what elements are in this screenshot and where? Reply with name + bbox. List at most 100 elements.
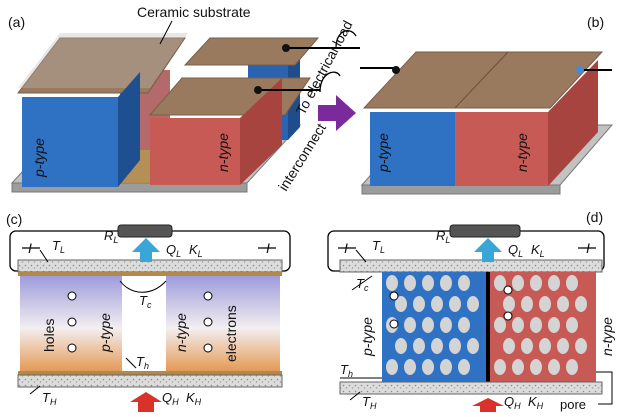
c-current-right: I <box>266 240 270 256</box>
c-holes-label: holes <box>41 319 57 352</box>
pore-ellipse <box>404 275 416 291</box>
c-electrons-label: electrons <box>223 305 239 362</box>
panel-d-tag: (d) <box>586 209 603 225</box>
pore-ellipse <box>548 275 560 291</box>
pore-ellipse <box>530 317 542 333</box>
d-bottom-ceramic <box>339 381 603 395</box>
pore-ellipse <box>566 275 578 291</box>
load-label: To electrical load <box>293 18 356 118</box>
d-tl-pointer <box>355 249 367 263</box>
pore-ellipse <box>395 296 407 312</box>
front-n-leg <box>150 118 240 185</box>
pore-ellipse <box>539 338 551 354</box>
pore-ellipse <box>503 338 515 354</box>
pore-ellipse <box>458 317 470 333</box>
c-th-bottom-pointer <box>29 385 41 395</box>
c-cold-arrow <box>132 238 160 262</box>
d-hot-arrow <box>472 398 504 412</box>
panel-c: (c) I I TL RL QL <box>6 211 291 412</box>
d-pore-pointer <box>596 371 613 405</box>
pore-ellipse <box>575 296 587 312</box>
pore-ellipse <box>422 317 434 333</box>
d-carrier-electron-markers <box>503 285 513 321</box>
pore-ellipse <box>467 296 479 312</box>
pore-ellipse <box>404 317 416 333</box>
b-p-leg <box>370 112 455 186</box>
pore-ellipse <box>413 338 425 354</box>
pore-ellipse <box>566 359 578 375</box>
d-rl-label: RL <box>436 228 450 245</box>
c-th-pointer <box>125 357 137 369</box>
pore-ellipse <box>422 359 434 375</box>
pore-ellipse <box>449 338 461 354</box>
terminal-bottom <box>254 86 262 94</box>
transition-arrow <box>318 95 356 131</box>
pore-ellipse <box>395 338 407 354</box>
b-p-type-label: p-type <box>375 133 391 173</box>
a-p-type-label: p-type <box>31 138 47 178</box>
pore-ellipse <box>422 275 434 291</box>
c-tl-label: TL <box>52 238 65 255</box>
pore-ellipse <box>575 338 587 354</box>
pore-ellipse <box>386 275 398 291</box>
c-bottom-ceramic <box>17 374 283 388</box>
c-rl-label: RL <box>104 228 118 245</box>
panel-c-tag: (c) <box>6 211 22 227</box>
d-kh-label: KH <box>528 394 544 411</box>
d-tc-label: Tc <box>356 276 369 293</box>
pore-ellipse <box>467 338 479 354</box>
pore-ellipse <box>440 317 452 333</box>
pore-ellipse <box>521 338 533 354</box>
pore-ellipse <box>449 296 461 312</box>
d-kl-label: KL <box>531 242 545 259</box>
d-th-bottom-label: TH <box>362 394 377 411</box>
front-n-leg-side <box>240 78 282 185</box>
d-carrier-hole-markers <box>389 291 399 329</box>
c-kh-label: KH <box>186 390 202 407</box>
pore-ellipse <box>557 296 569 312</box>
d-current-left: I <box>344 240 348 256</box>
terminal-top <box>282 44 290 52</box>
d-top-ceramic <box>339 259 603 273</box>
c-kl-label: KL <box>189 242 203 259</box>
d-ql-label: QL <box>508 242 523 259</box>
pore-ellipse <box>548 359 560 375</box>
pore-ellipse <box>530 275 542 291</box>
pore-ellipse <box>512 317 524 333</box>
top-plate-left <box>16 37 186 94</box>
c-tc-bracket <box>119 280 167 293</box>
pore-ellipse <box>494 317 506 333</box>
c-hot-arrow <box>130 392 162 412</box>
front-p-leg <box>22 97 118 187</box>
panel-d: (d) I I TL RL QL KL Tc Th TH QH KH <box>327 209 615 412</box>
top-plate-right <box>148 77 311 116</box>
load-curve-arrow <box>335 30 357 49</box>
pore-ellipse <box>431 338 443 354</box>
d-th-bottom-pointer <box>349 391 361 401</box>
d-pore-label: pore <box>560 397 586 412</box>
pore-ellipse <box>404 359 416 375</box>
c-th-label: Th <box>136 354 149 371</box>
pore-ellipse <box>386 359 398 375</box>
c-current-left: I <box>28 240 32 256</box>
b-top-seam <box>454 51 509 109</box>
panel-b: (b) p-type n-type <box>360 14 614 195</box>
pore-ellipse <box>458 359 470 375</box>
pore-ellipse <box>440 359 452 375</box>
c-load-resistor <box>117 224 173 238</box>
d-th-label: Th <box>340 362 353 379</box>
pore-ellipse <box>557 338 569 354</box>
c-top-interconnect <box>18 272 282 276</box>
d-cold-arrow <box>474 238 502 262</box>
d-load-resistor <box>449 224 521 238</box>
c-electron-carriers <box>203 291 213 353</box>
c-n-leg <box>166 276 280 371</box>
load-curve-arrow-2 <box>319 71 341 93</box>
pore-ellipse <box>458 275 470 291</box>
d-n-type-label: n-type <box>599 317 615 356</box>
c-ql-label: QL <box>166 242 181 259</box>
c-p-type-label: p-type <box>97 313 113 353</box>
d-qh-label: QH <box>504 394 521 411</box>
b-n-leg <box>455 112 548 186</box>
